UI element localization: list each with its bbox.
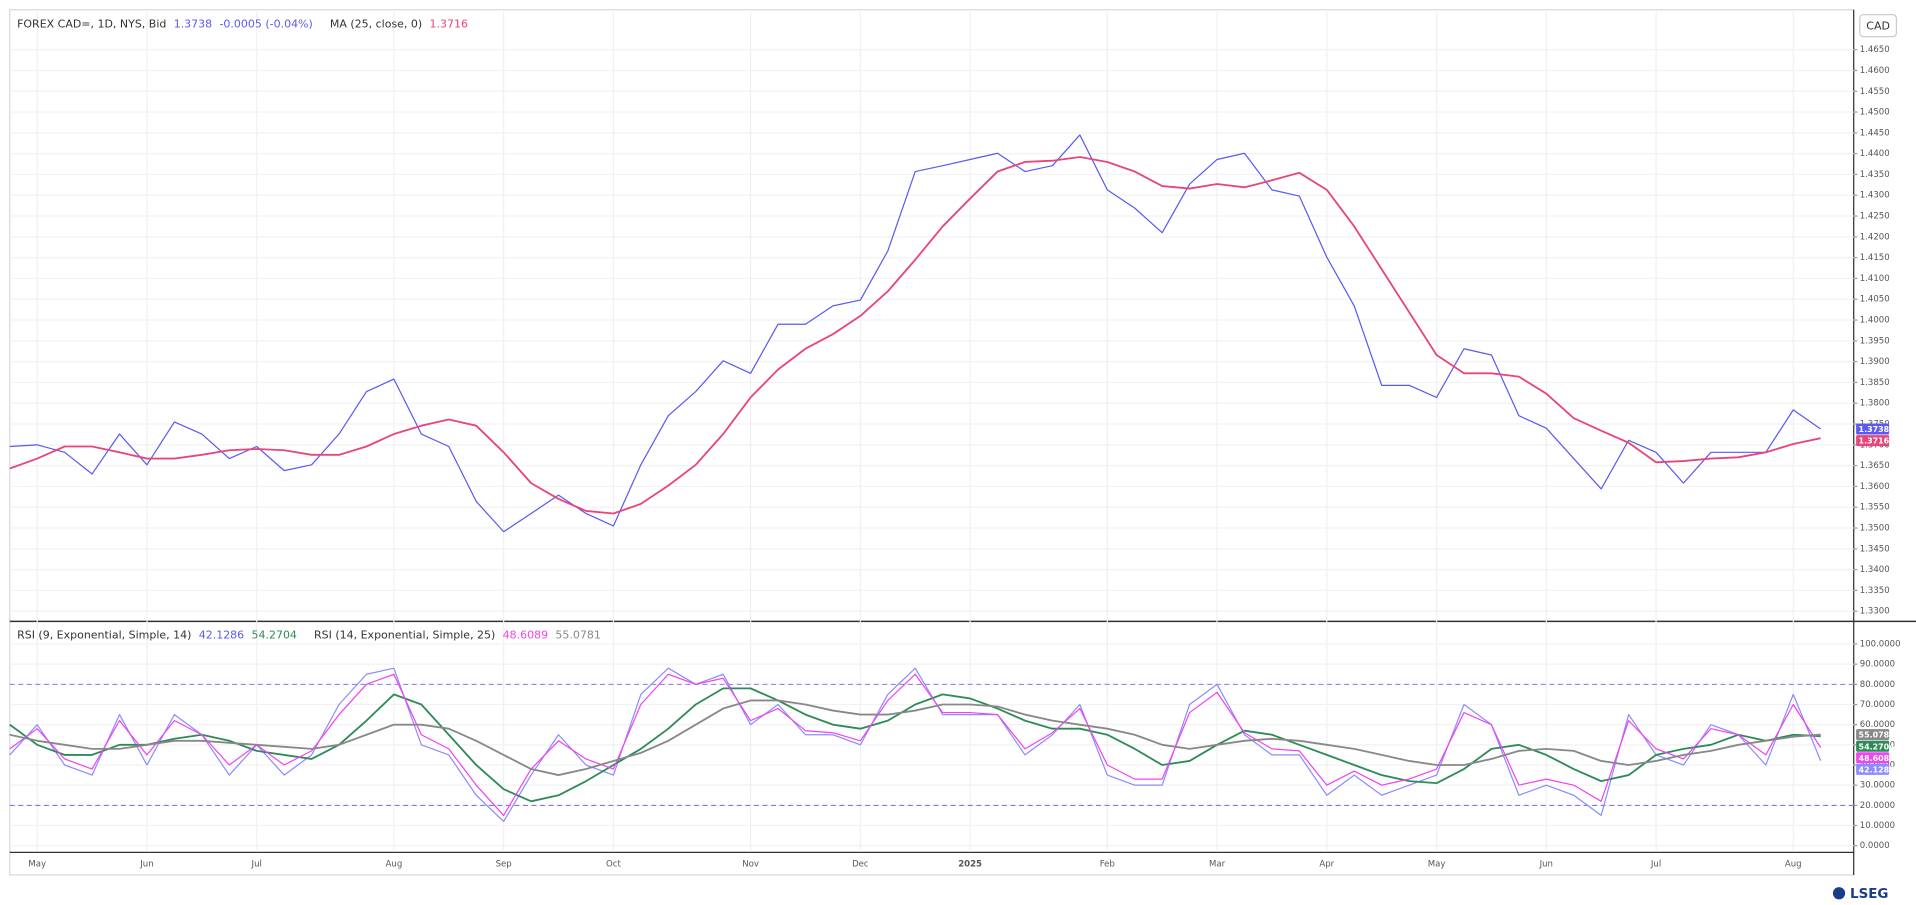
value-box [1856, 740, 1890, 752]
x-tick-label: Aug [1785, 859, 1802, 869]
legend-value: 1.3716 [430, 17, 468, 30]
price-legend: FOREX CAD=, 1D, NYS, Bid 1.3738 -0.0005 (-… [17, 17, 468, 30]
y-tick-label: 1.4150 [1860, 253, 1890, 263]
value-box-label: 1.3738 [1859, 425, 1890, 434]
y-tick-label: 1.3800 [1860, 399, 1890, 409]
y-tick-label: 1.4100 [1860, 274, 1890, 284]
currency-label[interactable]: CAD [1866, 19, 1890, 32]
y-tick-label: 1.4600 [1860, 66, 1890, 76]
series-line [9, 673, 1822, 817]
value-box [1856, 752, 1890, 764]
x-tick-label: Aug [386, 859, 403, 869]
logo-text: LSEG [1850, 887, 1888, 902]
series-line [9, 667, 1822, 823]
x-tick-label: Feb [1100, 859, 1115, 869]
x-tick-label: Apr [1319, 859, 1334, 869]
x-tick-label: Oct [606, 859, 621, 869]
y-tick-label: 1.3400 [1860, 565, 1890, 575]
series-line [9, 699, 1821, 776]
y-tick-label: 1.4500 [1860, 108, 1890, 118]
y-tick-label: 20.0000 [1860, 801, 1895, 811]
value-box-label: 48.6089 [1859, 754, 1896, 763]
x-tick-label: Mar [1209, 859, 1226, 869]
series-line [9, 687, 1821, 803]
legend-name: RSI (9, Exponential, Simple, 14) [17, 628, 191, 641]
logo: LSEG [1832, 887, 1888, 902]
legend-change: -0.0005 (-0.04%) [219, 17, 312, 30]
y-tick-label: 1.3500 [1860, 524, 1890, 534]
series-line [9, 134, 1822, 533]
rsi-legend: RSI (9, Exponential, Simple, 14) 42.1286 5… [17, 628, 601, 641]
series-line [9, 156, 1821, 515]
value-box [1856, 763, 1890, 775]
y-tick-label: 100.0000 [1860, 639, 1901, 649]
y-tick-label: 1.4250 [1860, 212, 1890, 222]
y-tick-label: 1.3550 [1860, 503, 1890, 513]
legend-name: FOREX CAD=, 1D, NYS, Bid [17, 17, 166, 30]
y-tick-label: 1.4450 [1860, 128, 1890, 138]
legend-value: 42.1286 [199, 628, 244, 641]
y-tick-label: 30.0000 [1860, 781, 1895, 791]
x-tick-label: Nov [742, 859, 759, 869]
x-tick-label: May [1428, 859, 1446, 869]
y-tick-label: 60.0000 [1860, 720, 1895, 730]
x-tick-label: Dec [852, 859, 869, 869]
value-box-label: 55.0781 [1859, 731, 1895, 740]
x-tick-label: Sep [496, 859, 512, 869]
value-box [1856, 435, 1890, 447]
y-tick-label: 1.4300 [1860, 191, 1890, 201]
y-tick-label: 1.4550 [1860, 87, 1890, 97]
grid [9, 12, 1854, 852]
y-tick-label: 1.3850 [1860, 378, 1890, 388]
x-tick-label: Jul [251, 859, 262, 869]
legend-name: MA (25, close, 0) [330, 17, 422, 30]
y-tick-label: 1.4050 [1860, 295, 1890, 305]
value-box-label: 1.3716 [1859, 437, 1890, 446]
y-tick-label: 1.4000 [1860, 316, 1890, 326]
x-tick-label: Jul [1650, 859, 1661, 869]
y-tick-label: 10.0000 [1860, 821, 1895, 831]
y-tick-label: 1.4400 [1860, 149, 1890, 159]
y-tick-label: 90.0000 [1860, 660, 1895, 670]
legend-value: 55.0781 [555, 628, 600, 641]
value-box [1856, 423, 1890, 435]
y-tick-label: 1.3950 [1860, 336, 1890, 346]
y-tick-label: 1.3600 [1860, 482, 1890, 492]
value-box [1856, 729, 1890, 741]
value-box-label: 42.1286 [1859, 766, 1896, 775]
value-box-label: 54.2704 [1859, 742, 1896, 751]
plot: May Jun Jul Aug Sep Oct Nov Dec 2025 Feb Mar Apr May… [9, 45, 1901, 869]
legend-value: 54.2704 [252, 628, 297, 641]
currency-box[interactable] [1859, 14, 1898, 38]
x-tick-label: Jun [139, 859, 153, 869]
y-tick-label: 70.0000 [1860, 700, 1895, 710]
y-tick-label: 1.4200 [1860, 232, 1890, 242]
y-tick-label: 1.4350 [1860, 170, 1890, 180]
y-tick-label: 80.0000 [1860, 680, 1895, 690]
logo-icon [1832, 887, 1846, 900]
y-tick-label: 1.3350 [1860, 586, 1890, 596]
y-tick-label: 0.0000 [1860, 841, 1890, 851]
y-tick-label: 1.3450 [1860, 544, 1890, 554]
y-tick-label: 1.3300 [1860, 607, 1890, 617]
legend-value: 1.3738 [174, 17, 212, 30]
x-tick-label: 2025 [958, 859, 982, 869]
x-tick-label: Jun [1539, 859, 1553, 869]
legend-name: RSI (14, Exponential, Simple, 25) [314, 628, 495, 641]
x-tick-label: May [28, 859, 46, 869]
y-tick-label: 1.4650 [1860, 45, 1890, 55]
y-tick-label: 1.3650 [1860, 461, 1890, 471]
legend-value: 48.6089 [503, 628, 548, 641]
y-tick-label: 1.3900 [1860, 357, 1890, 367]
